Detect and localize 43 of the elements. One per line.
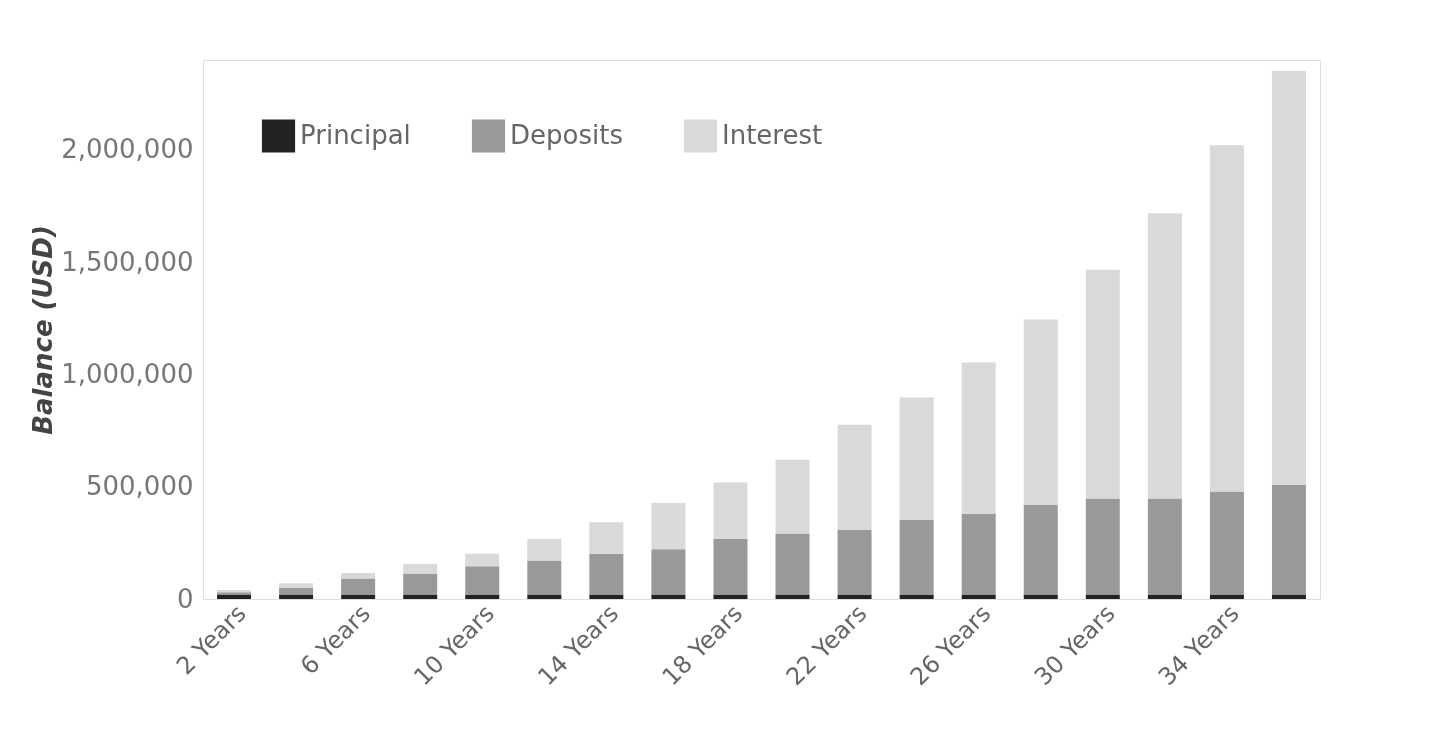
bar (1271, 70, 1306, 485)
bar (589, 553, 624, 595)
bar (899, 397, 934, 520)
legend-label: Interest (722, 119, 823, 150)
y-tick-label: 0 (176, 583, 194, 614)
y-tick-label: 500,000 (85, 471, 194, 502)
bar (651, 549, 686, 595)
bar (1209, 491, 1244, 595)
bar (961, 362, 996, 515)
bar (899, 519, 934, 595)
bar (837, 424, 872, 531)
bar (1023, 505, 1058, 595)
bar (1023, 319, 1058, 506)
bar (279, 587, 314, 595)
bar (403, 574, 438, 595)
bar (961, 514, 996, 595)
bar (341, 578, 376, 595)
legend-label: Deposits (510, 119, 623, 150)
bar (713, 482, 748, 540)
bar (527, 560, 562, 595)
bar (775, 459, 810, 534)
bar (1085, 269, 1120, 499)
bar (1147, 213, 1182, 499)
bar (1271, 484, 1306, 595)
bar (1085, 498, 1120, 595)
bar (465, 566, 500, 595)
bar (527, 539, 562, 561)
bar (713, 539, 748, 595)
y-tick-label: 1,500,000 (61, 246, 194, 277)
bar (465, 553, 500, 567)
bar (341, 572, 376, 579)
bar (403, 563, 438, 575)
bar (1209, 145, 1244, 492)
legend-label: Principal (300, 119, 411, 150)
y-axis-title: Balance (USD) (28, 225, 59, 435)
bar (279, 583, 314, 588)
y-tick-label: 2,000,000 (61, 134, 194, 165)
bar (837, 530, 872, 595)
y-tick-label: 1,000,000 (61, 358, 194, 389)
bar (775, 533, 810, 595)
bar (651, 502, 686, 550)
bar (589, 522, 624, 554)
bar (1147, 498, 1182, 595)
